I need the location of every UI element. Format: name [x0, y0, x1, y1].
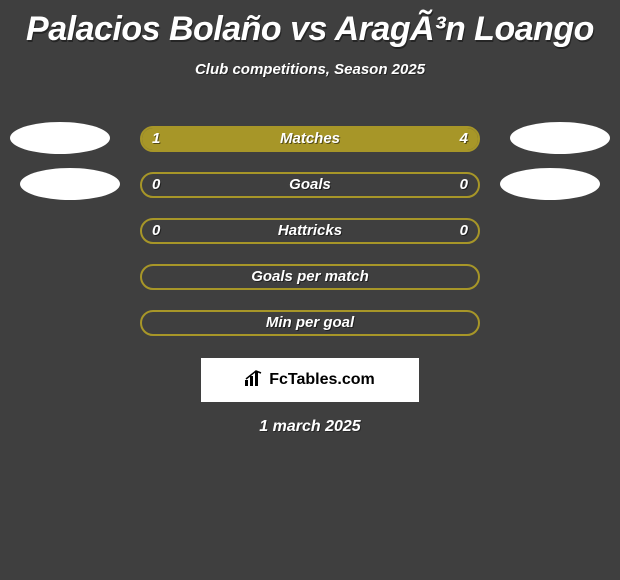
stat-row: 14Matches — [0, 116, 620, 162]
bar-track: Goals per match — [140, 264, 480, 290]
stat-rows: 14Matches 00Goals 00Hattricks Goals per mat… — [0, 116, 620, 346]
stat-row: Goals per match — [0, 254, 620, 300]
bar-track: Min per goal — [140, 310, 480, 336]
page-title: Palacios Bolaño vs AragÃ³n Loango — [0, 0, 620, 49]
brand-box: FcTables.com — [201, 358, 419, 402]
date-text: 1 march 2025 — [0, 418, 620, 436]
bar-track: 00Goals — [140, 172, 480, 198]
avatar-left — [20, 168, 120, 200]
stat-row: 00Goals — [0, 162, 620, 208]
stat-row: 00Hattricks — [0, 208, 620, 254]
brand-text: FcTables.com — [269, 371, 375, 389]
subtitle: Club competitions, Season 2025 — [0, 61, 620, 78]
bar-track: 14Matches — [140, 126, 480, 152]
avatar-right — [500, 168, 600, 200]
avatar-left — [10, 122, 110, 154]
stat-row: Min per goal — [0, 300, 620, 346]
avatar-right — [510, 122, 610, 154]
bar-label: Min per goal — [142, 312, 478, 334]
bar-label: Hattricks — [142, 220, 478, 242]
bar-label: Goals per match — [142, 266, 478, 288]
chart-icon — [245, 370, 265, 391]
bar-track: 00Hattricks — [140, 218, 480, 244]
bar-label: Matches — [142, 128, 478, 150]
bar-label: Goals — [142, 174, 478, 196]
